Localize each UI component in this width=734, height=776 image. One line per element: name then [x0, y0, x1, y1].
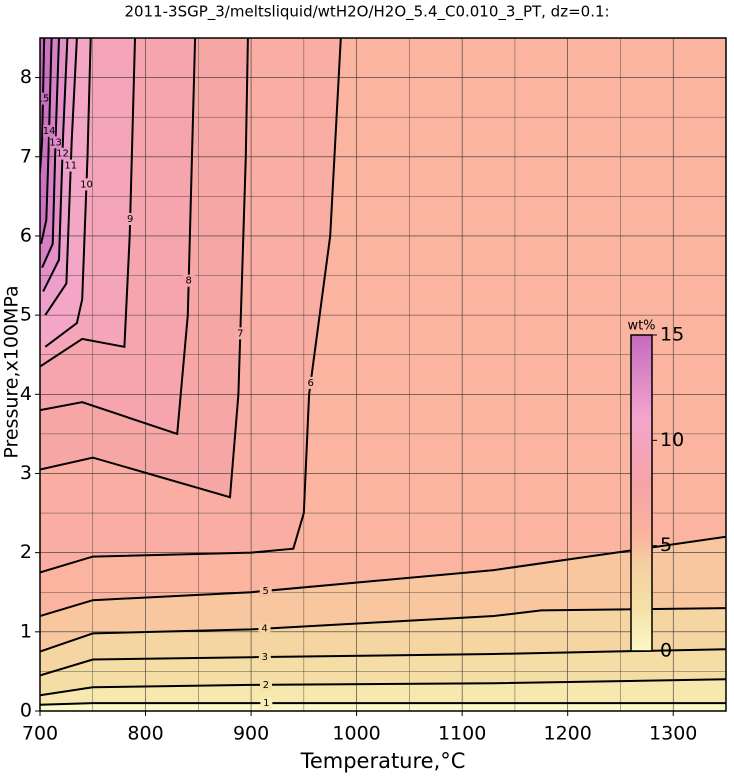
colorbar: wt% 0 5 10 15	[627, 319, 684, 662]
contour-label: 14	[43, 126, 56, 137]
contour-label-bg	[260, 697, 273, 710]
y-tick-label: 0	[20, 700, 32, 722]
y-tick-label: 7	[20, 145, 32, 167]
contour-label-bg	[43, 124, 56, 137]
y-tick-label: 8	[20, 66, 32, 88]
contour-label-bg	[80, 178, 93, 191]
contour-label-bg	[49, 136, 62, 149]
contour-label: 6	[307, 378, 313, 389]
contour-label-bg	[40, 92, 49, 105]
x-tick-label: 1100	[438, 723, 486, 745]
y-tick-label: 5	[20, 304, 32, 326]
y-tick-label: 3	[20, 462, 32, 484]
y-tick-label: 1	[20, 620, 32, 642]
colorbar-tick-label: 5	[660, 534, 672, 556]
contour-line	[44, 38, 78, 316]
x-tick-label: 1300	[649, 723, 697, 745]
contour-label: 15	[37, 94, 50, 105]
y-tick-label: 4	[20, 383, 32, 405]
colorbar-tick-label: 0	[660, 640, 672, 662]
contour-label: 8	[185, 276, 191, 287]
contour-line	[40, 38, 53, 245]
x-tick-label: 700	[22, 723, 58, 745]
contour-label: 10	[80, 179, 93, 190]
contour-line	[40, 535, 726, 617]
x-tick-label: 800	[127, 723, 163, 745]
y-axis-label: Pressure,x100MPa	[1, 285, 23, 458]
x-tick-label: 900	[233, 723, 269, 745]
contour-label-bg	[182, 274, 195, 287]
contour-line	[40, 607, 726, 653]
contour-label-bg	[64, 159, 77, 172]
x-axis-label: Temperature,°C	[300, 749, 466, 773]
contour-label-bg	[124, 213, 137, 226]
contour-line	[40, 702, 726, 706]
contour-label: 2	[263, 680, 269, 691]
contour-label-bg	[234, 327, 247, 340]
y-tick-label: 2	[20, 541, 32, 563]
colorbar-tick-label: 15	[660, 324, 684, 346]
x-tick-label: 1200	[544, 723, 592, 745]
contour-label: 7	[237, 328, 243, 339]
contour-label: 11	[64, 161, 77, 172]
contour-line	[44, 38, 92, 348]
contour-line	[40, 38, 249, 499]
contour-line	[40, 648, 726, 677]
contour-label-bg	[56, 147, 69, 160]
contour-line	[40, 38, 342, 574]
contour-label-bg	[259, 584, 272, 597]
contour-line	[40, 38, 136, 368]
y-tick-label: 6	[20, 224, 32, 246]
contour-line	[42, 38, 69, 292]
contour-label: 4	[261, 624, 267, 635]
contour-label: 9	[127, 214, 133, 225]
colorbar-bar	[630, 334, 653, 652]
contour-label: 3	[262, 652, 268, 663]
colorbar-label: wt%	[627, 319, 655, 334]
x-tick-label: 1000	[332, 723, 380, 745]
contour-label-bg	[258, 622, 271, 635]
contour-line	[40, 38, 197, 436]
chart-title: 2011-3SGP_3/meltsliquid/wtH2O/H2O_5.4_C0…	[124, 3, 609, 22]
contour-label-bg	[259, 678, 272, 691]
contour-label: 5	[263, 586, 269, 597]
contour-line	[40, 678, 726, 697]
contour-label: 12	[56, 149, 69, 160]
contour-label-bg	[304, 376, 317, 389]
contour-label-bg	[258, 650, 271, 663]
plot-frame	[39, 37, 727, 712]
contour-label: 1	[263, 698, 269, 709]
contour-label: 13	[49, 137, 62, 148]
contour-line	[41, 38, 60, 269]
colorbar-tick-label: 10	[660, 429, 684, 451]
